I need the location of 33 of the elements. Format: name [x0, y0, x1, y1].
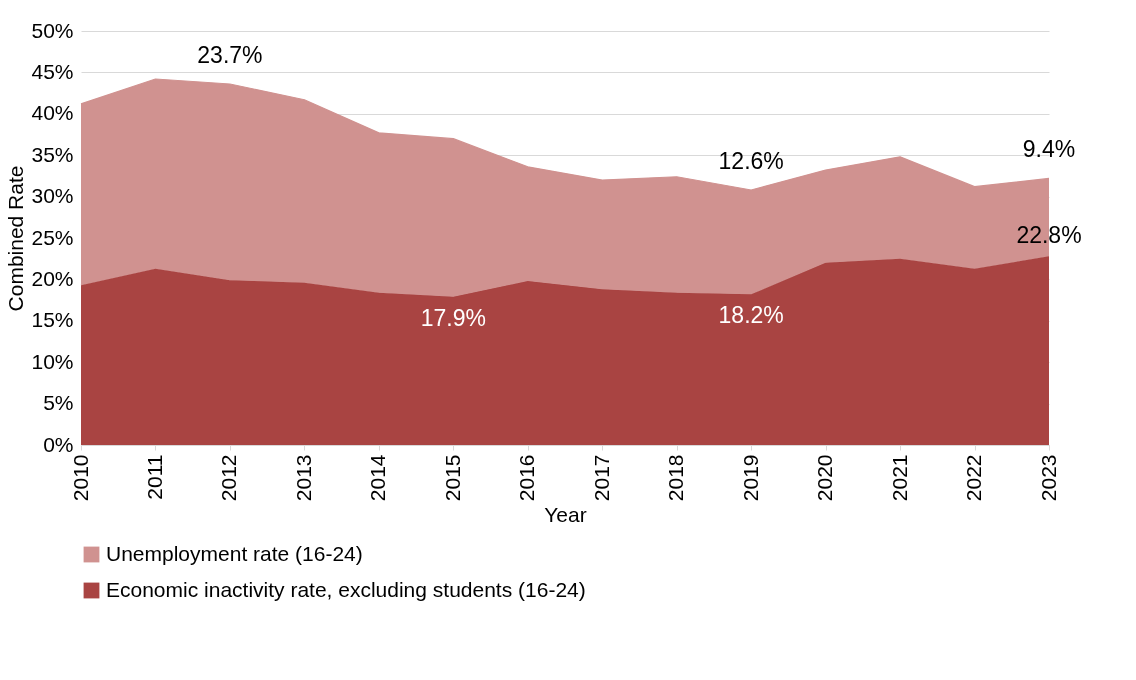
x-tick-label: 2023 [1036, 454, 1060, 502]
y-tick-label: 40% [31, 101, 74, 125]
y-tick-label: 25% [31, 225, 74, 249]
x-tick-label: 2017 [589, 454, 613, 502]
y-tick-label: 45% [31, 59, 74, 83]
y-tick-label: 50% [31, 18, 74, 42]
legend-label: Unemployment rate (16-24) [106, 541, 363, 565]
x-tick-label: 2015 [440, 454, 464, 502]
data-label: 23.7% [197, 41, 263, 68]
y-tick-label: 20% [31, 266, 74, 290]
y-tick-label: 5% [43, 391, 74, 415]
x-tick-label: 2022 [962, 454, 986, 502]
x-tick-label: 2010 [68, 454, 92, 502]
x-tick-label: 2021 [887, 454, 911, 502]
x-tick-label: 2018 [664, 454, 688, 502]
legend-label: Economic inactivity rate, excluding students (16-24) [106, 577, 586, 601]
x-tick-label: 2016 [515, 454, 539, 502]
x-axis-title: Year [544, 503, 587, 527]
y-tick-label: 35% [31, 142, 74, 166]
x-tick-label: 2019 [738, 454, 762, 502]
y-tick-label: 0% [43, 432, 74, 456]
y-axis-title: Combined Rate [4, 165, 28, 312]
y-tick-label: 10% [31, 349, 74, 373]
x-tick-label: 2012 [217, 454, 241, 502]
x-tick-label: 2020 [813, 454, 837, 502]
y-tick-label: 30% [31, 184, 74, 208]
x-tick-label: 2014 [366, 454, 390, 502]
x-tick-label: 2013 [291, 454, 315, 502]
data-label: 22.8% [1016, 222, 1082, 249]
y-tick-label: 15% [31, 308, 74, 332]
data-label: 9.4% [1022, 136, 1076, 163]
x-tick-label: 2011 [142, 454, 166, 500]
data-label: 12.6% [718, 147, 784, 174]
